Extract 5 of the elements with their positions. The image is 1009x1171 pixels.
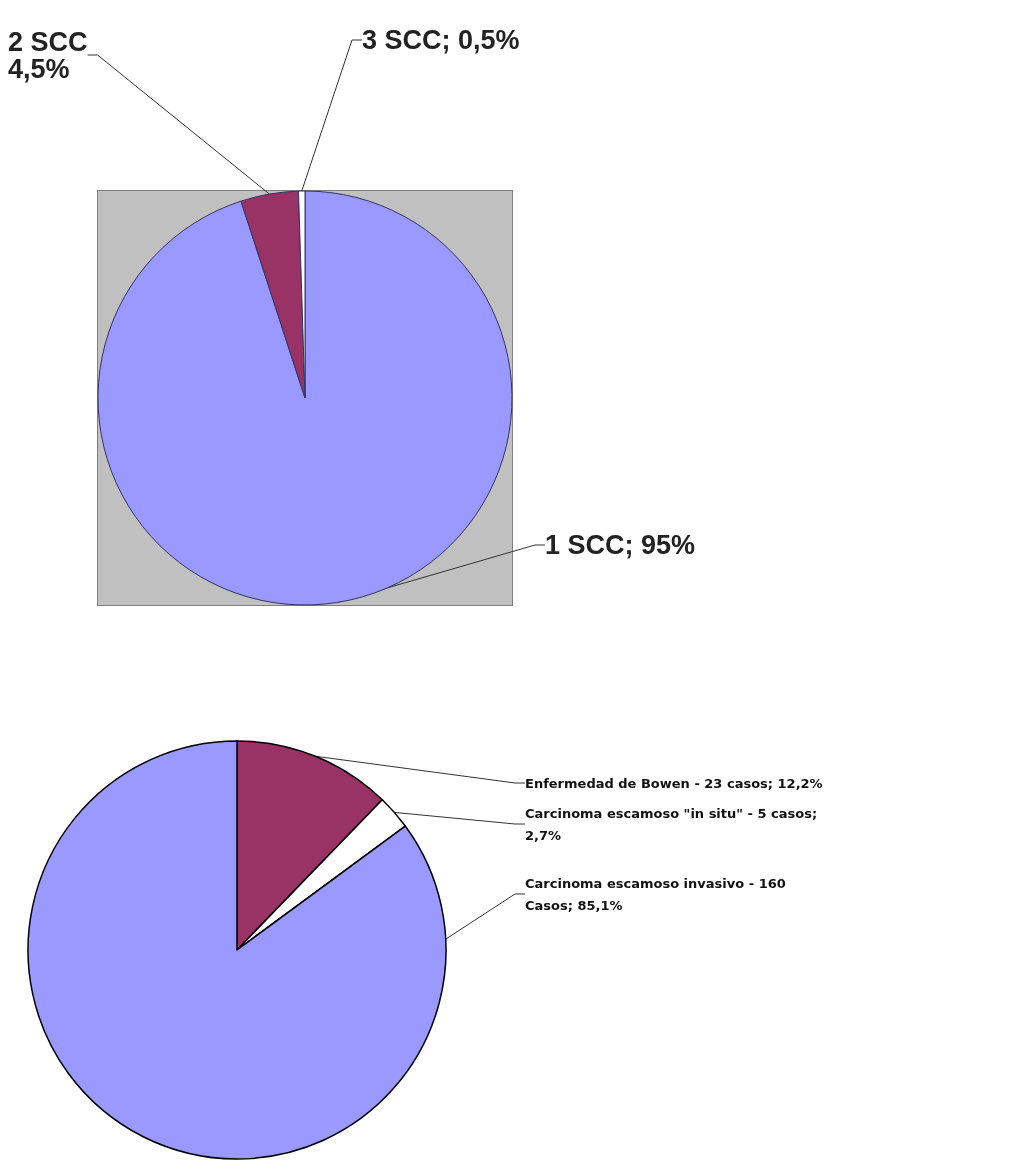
slice-label: 1 SCC; 95% bbox=[545, 530, 696, 560]
slice-label: Enfermedad de Bowen - 23 casos; 12,2% bbox=[525, 775, 823, 791]
slice-label: 3 SCC; 0,5% bbox=[362, 25, 520, 55]
slice-label: Carcinoma escamoso "in situ" - 5 casos; 2,7% bbox=[525, 805, 822, 843]
slice-label: Carcinoma escamoso invasivo - 160 Casos; 85,1% bbox=[525, 875, 791, 913]
